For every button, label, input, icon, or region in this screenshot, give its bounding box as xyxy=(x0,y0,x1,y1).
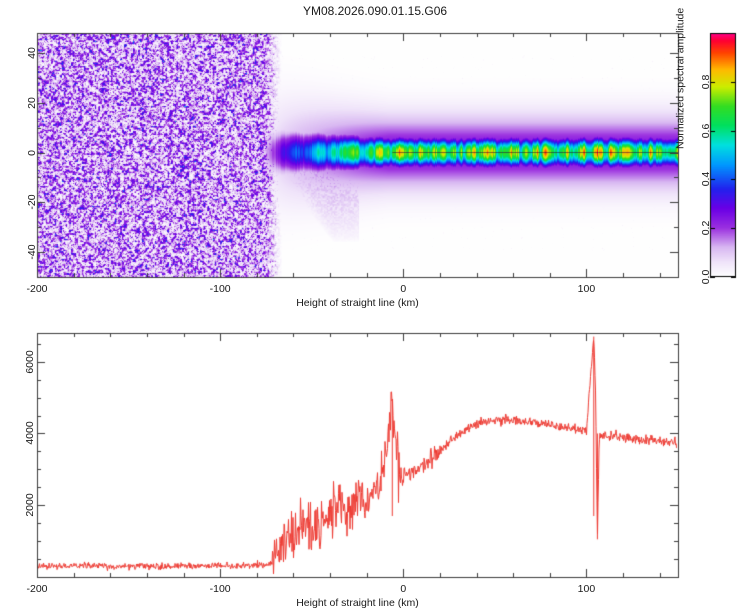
snr-ytick-1: 4000 xyxy=(24,421,36,446)
spectrogram-ytick-1: -20 xyxy=(26,194,38,210)
spectrogram-xtick-1: -100 xyxy=(209,283,231,295)
snr-x-axis-label: Height of straight line (km) xyxy=(296,597,419,609)
snr-xtick-3: 100 xyxy=(577,583,596,595)
spectrogram-xtick-2: 0 xyxy=(400,283,407,295)
spectrogram-x-axis-label: Height of straight line (km) xyxy=(296,297,419,309)
colorbar-tick-4: 0.8 xyxy=(700,74,712,90)
colorbar-label: Normalized spectral amplitude xyxy=(674,7,687,149)
colorbar-tick-2: 0.4 xyxy=(700,172,712,187)
snr-xtick-0: -200 xyxy=(26,583,48,595)
spectrogram-ytick-0: -40 xyxy=(26,244,38,260)
spectrogram-ytick-2: 0 xyxy=(26,149,38,156)
spectrogram-xtick-3: 100 xyxy=(577,283,596,295)
colorbar-tick-3: 0.6 xyxy=(700,123,712,138)
snr-xtick-2: 0 xyxy=(400,583,407,595)
spectrogram-ytick-4: 40 xyxy=(26,47,38,59)
spectrogram-ytick-3: 20 xyxy=(26,96,38,109)
snr-ytick-2: 6000 xyxy=(24,350,36,374)
snr-ytick-0: 2000 xyxy=(24,493,36,517)
colorbar-tick-1: 0.2 xyxy=(700,220,712,236)
colorbar-tick-0: 0.0 xyxy=(700,269,712,285)
snr-xtick-1: -100 xyxy=(209,583,231,595)
spectrogram-xtick-0: -200 xyxy=(26,283,48,295)
page-title: YM08.2026.090.01.15.G06 xyxy=(302,4,448,18)
